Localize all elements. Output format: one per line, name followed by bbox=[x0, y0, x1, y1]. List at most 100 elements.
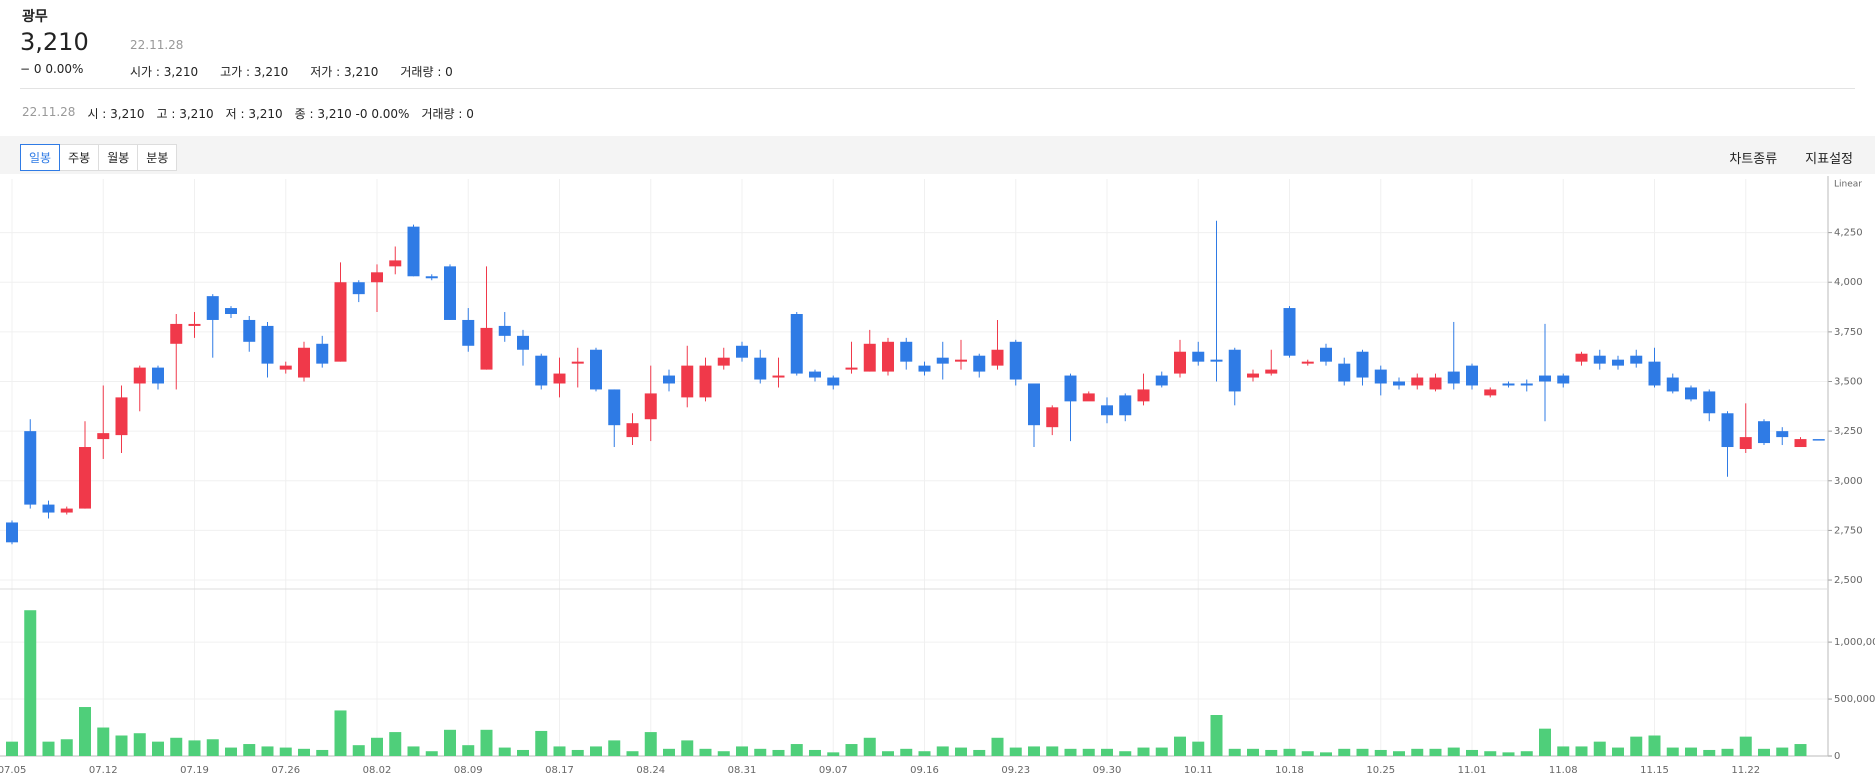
candle-body bbox=[918, 365, 931, 372]
candle-body bbox=[1374, 369, 1387, 384]
stat: 저3,210 bbox=[226, 105, 283, 122]
info-date: 22.11.28 bbox=[22, 105, 76, 119]
candle-body bbox=[225, 308, 237, 315]
candle-body bbox=[1046, 407, 1059, 428]
candle-body bbox=[1101, 405, 1113, 416]
period-button[interactable]: 월봉 bbox=[98, 144, 139, 171]
stat-label: 거래량 bbox=[421, 107, 466, 121]
stat-value: 3,210 bbox=[253, 65, 289, 79]
candle-body bbox=[1009, 341, 1022, 380]
candle-body bbox=[973, 355, 986, 372]
candle-body bbox=[279, 365, 292, 370]
toolbar: 일봉 주봉 월봉 분봉 차트종류 지표설정 bbox=[0, 136, 1875, 174]
candle-body bbox=[243, 319, 256, 342]
stat-label: 시가 bbox=[130, 65, 164, 79]
candle-body bbox=[663, 375, 675, 384]
candle-body bbox=[425, 276, 438, 279]
volume-bar bbox=[936, 746, 949, 756]
x-tick-label: 07.12 bbox=[89, 765, 118, 776]
x-tick-label: 08.17 bbox=[545, 765, 574, 776]
volume-bar bbox=[955, 747, 967, 756]
x-tick-label: 08.31 bbox=[728, 765, 757, 776]
current-price: 3,210 bbox=[20, 28, 89, 56]
volume-bar bbox=[1046, 746, 1059, 756]
separator bbox=[20, 88, 1855, 89]
volume-bar bbox=[736, 746, 748, 756]
volume-bar bbox=[225, 747, 237, 756]
candle-body bbox=[1739, 437, 1752, 450]
volume-bar bbox=[480, 729, 493, 756]
volume-bar bbox=[1539, 728, 1551, 756]
volume-bar bbox=[973, 749, 986, 756]
volume-bar bbox=[79, 707, 91, 756]
menu-button[interactable]: 차트종류 bbox=[1729, 152, 1778, 167]
candle-body bbox=[133, 367, 146, 384]
candle-body bbox=[517, 335, 529, 350]
candle-body bbox=[1393, 381, 1405, 386]
volume-bar bbox=[1758, 748, 1770, 756]
volume-bar bbox=[133, 733, 146, 756]
stat-label: 고가 bbox=[220, 65, 254, 79]
menu-button[interactable]: 지표설정 bbox=[1805, 152, 1853, 167]
stat: 고가3,210 bbox=[220, 63, 288, 80]
y-tick-label: 3,500 bbox=[1834, 377, 1863, 388]
period-button[interactable]: 분봉 bbox=[137, 144, 178, 171]
stat: 고3,210 bbox=[157, 105, 214, 122]
period-button[interactable]: 주봉 bbox=[59, 144, 100, 171]
volume-bar bbox=[1374, 749, 1387, 756]
candle-body bbox=[608, 389, 621, 426]
volume-bar bbox=[170, 737, 183, 756]
volume-bar bbox=[1429, 748, 1442, 756]
volume-bar bbox=[1721, 748, 1734, 756]
stat-label: 시 bbox=[87, 107, 110, 121]
candle-body bbox=[717, 357, 730, 366]
x-tick-label: 09.23 bbox=[1001, 765, 1030, 776]
candle-body bbox=[1356, 351, 1369, 378]
volume-bar bbox=[1630, 736, 1643, 756]
y-tick-label: 3,750 bbox=[1834, 327, 1863, 338]
volume-bar bbox=[1301, 751, 1314, 756]
candle-body bbox=[955, 359, 967, 362]
volume-bar bbox=[1082, 748, 1095, 756]
x-tick-label: 08.09 bbox=[454, 765, 483, 776]
volume-bar bbox=[1557, 746, 1570, 756]
volume-bar bbox=[42, 741, 55, 756]
stat-value: 3,210 bbox=[248, 107, 283, 121]
period-button[interactable]: 일봉 bbox=[20, 144, 61, 171]
candle-body bbox=[1283, 308, 1296, 356]
volume-bar bbox=[1356, 748, 1369, 756]
stat: 시3,210 bbox=[87, 105, 144, 122]
y-tick-label: 2,750 bbox=[1834, 525, 1863, 536]
volume-bar bbox=[425, 751, 438, 756]
volume-bar bbox=[1192, 741, 1205, 756]
candle-body bbox=[1429, 377, 1442, 390]
candle-body bbox=[261, 325, 274, 364]
volume-bar bbox=[1776, 747, 1789, 756]
volume-bar bbox=[590, 746, 602, 756]
volume-bar bbox=[1338, 748, 1351, 756]
candle-body bbox=[444, 266, 456, 320]
quote-date: 22.11.28 bbox=[130, 38, 184, 52]
candle-body bbox=[863, 343, 876, 372]
volume-bar bbox=[1283, 748, 1296, 756]
stat: 저가3,210 bbox=[310, 63, 378, 80]
volume-bar bbox=[60, 739, 73, 756]
volume-bar bbox=[444, 729, 456, 756]
volume-bar bbox=[261, 746, 274, 756]
volume-bar bbox=[206, 739, 219, 756]
volume-bar bbox=[900, 748, 913, 756]
x-tick-label: 10.11 bbox=[1184, 765, 1213, 776]
candle-body bbox=[1228, 349, 1241, 392]
stat-label: 고 bbox=[157, 107, 180, 121]
candle-body bbox=[188, 323, 201, 326]
volume-bar bbox=[1575, 746, 1588, 756]
volume-bar bbox=[699, 748, 712, 756]
volume-bar bbox=[918, 751, 931, 756]
y-tick-label: 4,250 bbox=[1834, 228, 1863, 239]
candle-body bbox=[152, 367, 164, 384]
candle-body bbox=[736, 345, 748, 358]
volume-bar bbox=[1502, 752, 1515, 756]
info-line: 22.11.28 시3,210고3,210저3,210종3,210 -0 0.0… bbox=[22, 105, 474, 122]
volume-bar bbox=[316, 749, 329, 756]
volume-bar bbox=[1101, 748, 1113, 756]
